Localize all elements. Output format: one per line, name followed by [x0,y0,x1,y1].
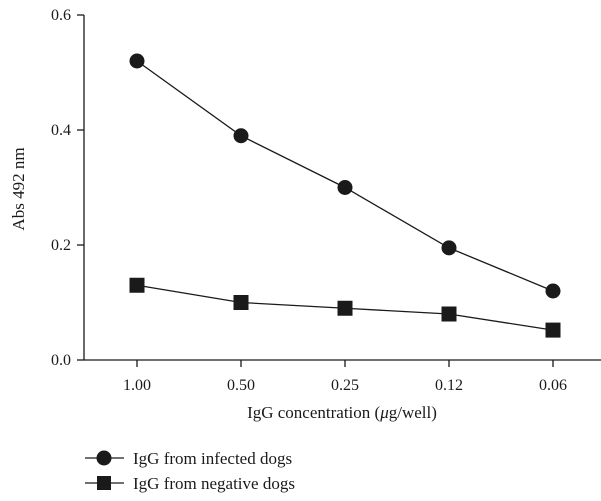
series-infected [129,53,561,299]
data-point-square [129,277,145,293]
x-axis-label-part: g/well) [389,403,437,422]
legend-label-negative: IgG from negative dogs [133,474,295,493]
axes [83,15,601,361]
series-layer [129,53,561,338]
legend: IgG from infected dogs IgG from negative… [85,449,295,493]
legend-item-negative: IgG from negative dogs [85,474,295,493]
x-tick-label: 1.00 [123,377,151,394]
x-ticks: 1.00 0.50 0.25 0.12 0.06 [123,360,567,394]
x-axis-label: IgG concentration (μg/well) [247,403,437,422]
data-point-square [545,322,561,338]
x-axis-label-mu: μ [379,403,389,422]
x-tick-label: 0.50 [227,377,255,394]
legend-marker-circle [96,450,112,466]
data-point-square [441,306,457,322]
y-tick-label: 0.4 [51,122,71,139]
x-axis-label-part: IgG concentration ( [247,403,380,422]
data-point-circle [441,240,457,256]
x-tick-label: 0.12 [435,377,463,394]
data-point-circle [337,180,353,195]
legend-item-infected: IgG from infected dogs [85,449,292,468]
x-tick-label: 0.06 [539,377,567,394]
legend-marker-square [97,476,111,490]
data-point-circle [129,53,145,69]
y-tick-label: 0.6 [51,7,71,24]
data-point-square [337,300,353,316]
data-point-square [233,295,249,310]
y-ticks: 0.0 0.2 0.4 0.6 [51,7,84,369]
series-line [136,60,554,292]
y-tick-label: 0.2 [51,237,71,254]
y-tick-label: 0.0 [51,352,71,369]
series-negative [129,277,561,338]
data-point-circle [545,283,561,299]
y-axis-label: Abs 492 nm [9,147,28,230]
x-tick-label: 0.25 [331,377,359,394]
data-point-circle [233,128,249,144]
legend-label-infected: IgG from infected dogs [133,449,292,468]
